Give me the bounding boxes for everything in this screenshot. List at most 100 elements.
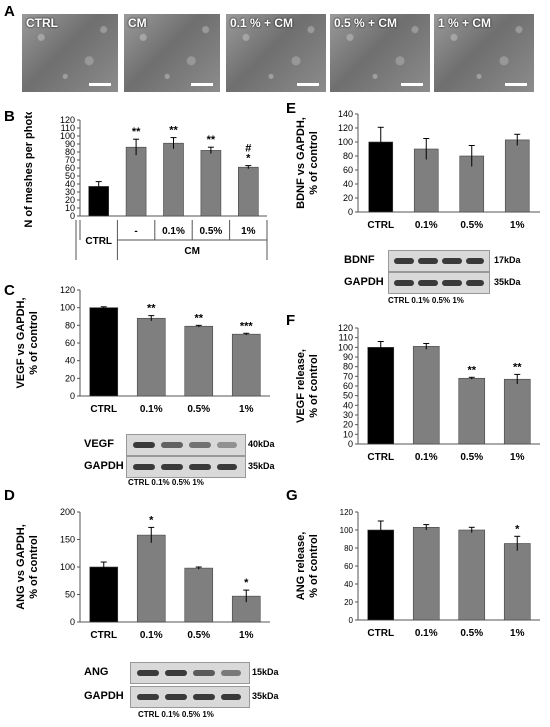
x-tick-label: 1% [510,452,525,463]
y-tick-label: 60 [343,381,353,391]
x-tick-label: 0.1% [140,630,163,641]
western-blot-c: VEGF 40kDa GAPDH 35kDa CTRL 0.1% 0.5% 1% [84,434,275,492]
blot-kda-label: 40kDa [248,439,275,449]
significance-label: ** [194,312,203,324]
x-tick-label: CTRL [367,220,394,231]
y-axis-label-line: % of control [308,354,320,418]
y-tick-label: 100 [338,342,353,352]
micrograph-0-5pct-cm: 0.5 % + CM [330,14,430,92]
chart-d-ang-gapdh: 0 50 100 150 200 ANG vs GAPDH,% of control CTR… [15,507,270,641]
micrograph-label: 0.1 % + CM [230,16,294,30]
chart-g-ang-release: 0 20 40 60 80 100 120 ANG release,% of control C… [295,508,540,639]
significance-label: ** [513,361,522,373]
y-tick-label: 120 [338,123,353,133]
y-tick-label: 40 [344,580,353,589]
blot-band [394,258,414,264]
y-axis-label: N of meshes per photo [23,112,35,228]
y-tick-label: 80 [65,147,75,157]
blot-strip [130,662,250,684]
chart-c-vegf-gapdh: 0 20 40 60 80 100 120 VEGF vs GAPDH,% of contro… [15,285,270,415]
y-tick-label: 20 [343,420,353,430]
y-tick-label: 40 [343,179,353,189]
y-axis-label-line: N of meshes per photo [23,112,35,228]
panel-letter-d: D [4,487,15,504]
scale-bar [401,83,423,86]
y-tick-label: 80 [343,151,353,161]
blot-kda-label: 35kDa [248,461,275,471]
x-tick-label: CTRL [367,452,394,463]
y-tick-label: 120 [340,508,354,517]
significance-label: ** [467,364,476,376]
y-axis-label: VEGF vs GAPDH,% of control [15,297,40,388]
blot-band [418,280,438,286]
y-tick-label: 60 [343,165,353,175]
blot-strip [388,250,490,272]
panel-letter-e: E [286,100,297,117]
blot-kda-label: 35kDa [494,277,521,287]
x-tick-label: CTRL [367,628,394,639]
micrograph-label: 0.5 % + CM [334,16,398,30]
chart-e-bdnf-gapdh: 0 20 40 60 80 100 120 140 BDNF vs GAPDH,% of con… [295,109,540,231]
y-tick-label: 60 [65,338,75,348]
blot-band [442,258,462,264]
bar [163,142,184,217]
scale-bar [297,83,319,86]
bar [89,307,119,397]
y-tick-label: 50 [343,391,353,401]
y-tick-label: 20 [343,193,353,203]
bar [412,526,440,621]
significance-label: ** [169,125,178,137]
bar [367,347,395,445]
y-axis-label-line: VEGF release, [295,349,307,423]
y-axis-label-line: BDNF vs GAPDH, [295,117,307,209]
blot-band [221,670,241,676]
blot-strip [126,434,246,456]
y-axis-label-line: % of control [308,131,320,195]
blot-strip [130,686,250,708]
y-tick-label: 60 [65,163,75,173]
panel-letter-g: G [286,487,298,504]
micrograph-0-1pct-cm: 0.1 % + CM [226,14,326,92]
y-tick-label: 110 [61,123,75,133]
blot-protein-label: VEGF [84,438,114,450]
bar [231,333,261,397]
x-tick-label: 0.1% [415,628,438,639]
blot-band [165,670,187,676]
blot-protein-label: GAPDH [84,460,124,472]
bar [458,377,486,445]
x-tick-label: 1% [239,404,254,415]
significance-label: * [246,153,251,165]
micrograph-1pct-cm: 1 % + CM [434,14,534,92]
western-blot-e: BDNF 17kDa GAPDH 35kDa CTRL 0.1% 0.5% 1% [344,250,544,308]
panel-letter-b: B [4,108,15,125]
y-tick-label: 40 [65,179,75,189]
y-tick-label: 10 [343,429,353,439]
bar [458,529,486,621]
y-tick-label: 100 [340,526,354,535]
y-tick-label: 20 [65,373,75,383]
x-tick-label: 0.5% [460,628,483,639]
y-tick-label: 150 [60,535,75,545]
blot-band [466,258,484,264]
y-axis-label: BDNF vs GAPDH,% of control [295,117,320,209]
bar [184,325,214,397]
y-axis-label-line: % of control [28,535,40,599]
x-tick-label: 0.1% [162,226,185,237]
bar [503,543,531,621]
scale-bar [191,83,213,86]
x-tick-label: 0.5% [460,452,483,463]
blot-band [161,464,183,470]
y-tick-label: 30 [65,187,75,197]
y-tick-label: 120 [60,115,75,125]
blot-band [137,694,159,700]
blot-lane-labels: CTRL 0.1% 0.5% 1% [388,296,464,305]
significance-label: ** [207,134,216,146]
x-tick-label: 0.5% [187,404,210,415]
blot-lane-labels: CTRL 0.1% 0.5% 1% [138,710,214,719]
y-tick-label: 0 [348,439,353,449]
y-tick-label: 0 [70,617,75,627]
blot-band [189,442,211,448]
micrograph-label: 1 % + CM [438,16,492,30]
western-blot-d: ANG 15kDa GAPDH 35kDa CTRL 0.1% 0.5% 1% [84,662,279,724]
